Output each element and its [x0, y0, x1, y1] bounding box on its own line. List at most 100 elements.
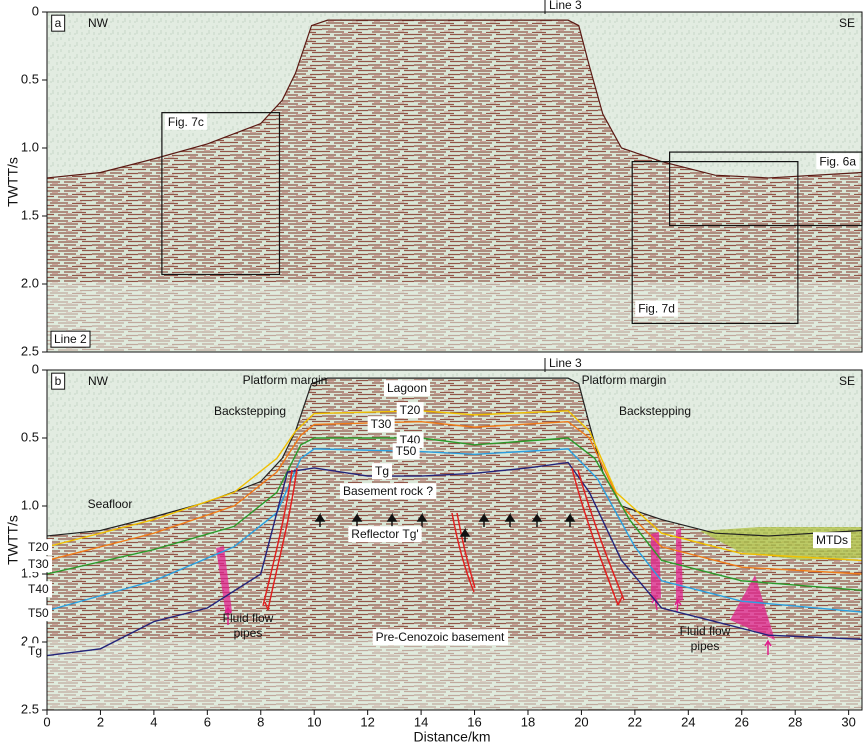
x-tick-label: 22	[628, 714, 642, 729]
y-tick-label: 0	[32, 361, 39, 376]
annotation: b	[55, 374, 62, 388]
label-box	[339, 483, 437, 500]
fluid-pipe	[216, 546, 232, 616]
annotation: Platform margin	[243, 373, 328, 387]
fault	[451, 512, 475, 593]
horizon-line	[47, 461, 862, 657]
y-tick-label: 1.0	[21, 497, 39, 512]
plot-area	[47, 19, 862, 352]
seafloor-label: Seafloor	[88, 497, 133, 511]
annotation: SE	[839, 16, 855, 30]
horizon-label: T20	[28, 540, 49, 554]
fault	[262, 469, 293, 607]
annotation: Backstepping	[619, 404, 691, 418]
y-axis-label: TWTT/s	[5, 515, 21, 565]
horizon-line	[47, 448, 862, 613]
horizon-label: T40	[28, 582, 49, 596]
figure-box	[631, 161, 799, 325]
reflector-arrow	[386, 512, 398, 527]
x-tick-label: 10	[307, 714, 321, 729]
annotation: Fluid flow	[223, 611, 274, 625]
horizon-line	[47, 410, 862, 562]
label-box	[367, 416, 395, 433]
fault	[577, 469, 625, 601]
x-tick-label: 0	[43, 714, 50, 729]
box-label: Fig. 7c	[168, 115, 204, 129]
y-tick-label: 0.5	[21, 429, 39, 444]
x-tick-label: 16	[467, 714, 481, 729]
annotation: Basement rock ?	[343, 484, 433, 498]
label-box	[25, 581, 53, 598]
y-tick-label: 2.5	[21, 343, 39, 358]
horizon-label: T20	[400, 403, 421, 417]
box-label: Fig. 6a	[819, 154, 856, 168]
seismic-fill	[47, 20, 862, 352]
figure-box	[161, 112, 281, 276]
annotation: pipes	[234, 626, 263, 640]
annotation: Line 3	[549, 0, 582, 12]
x-tick-label: 20	[574, 714, 588, 729]
x-tick-label: 14	[414, 714, 428, 729]
label-box	[635, 300, 678, 317]
label-box	[392, 443, 420, 460]
reflector-arrow	[564, 512, 576, 527]
y-tick-label: 2.5	[21, 701, 39, 716]
annotation: MTDs	[816, 533, 848, 547]
label-box	[372, 629, 509, 646]
horizon-label: Tg	[375, 464, 389, 478]
fault	[571, 467, 623, 606]
annotation: SE	[839, 374, 855, 388]
label-box	[164, 113, 207, 130]
horizon-label: T30	[371, 417, 392, 431]
plot-area	[47, 377, 862, 710]
annotation: Platform margin	[582, 373, 667, 387]
label-box	[25, 539, 53, 556]
panel: 0 0.5 1.0 1.5 2.0 2.5 TWTT/s Fig. 7c Fig. 6a Fig.…	[5, 0, 863, 358]
fault	[264, 467, 298, 611]
y-axis-label: TWTT/s	[5, 157, 21, 207]
annotation: Lagoon	[387, 381, 427, 395]
box-label: Fig. 7d	[638, 302, 675, 316]
x-tick-label: 6	[204, 714, 211, 729]
x-tick-label: 2	[97, 714, 104, 729]
reflector-arrow	[314, 512, 326, 527]
y-tick-label: 1.5	[21, 207, 39, 222]
basement-haze	[47, 282, 862, 352]
seafloor-line	[47, 19, 862, 179]
x-axis-label: Distance/km	[413, 729, 490, 745]
label-box	[396, 402, 424, 419]
horizon-label: Tg	[28, 644, 42, 658]
x-tick-label: 30	[841, 714, 855, 729]
annotation: Backstepping	[214, 404, 286, 418]
x-tick-label: 28	[788, 714, 802, 729]
seismic-fill	[47, 378, 862, 710]
reflector-arrow	[531, 512, 543, 527]
x-tick-label: 26	[735, 714, 749, 729]
label-box	[50, 330, 91, 348]
pipe-arrow	[764, 639, 772, 655]
annotation: a	[55, 16, 62, 30]
label-box	[25, 605, 53, 622]
annotation: Fluid flow	[680, 624, 731, 638]
x-tick-label: 24	[681, 714, 695, 729]
basement-haze	[47, 640, 862, 710]
annotation: Line 2	[54, 332, 87, 346]
annotation: Pre-Cenozoic basement	[376, 630, 505, 644]
x-tick-label: 8	[257, 714, 264, 729]
annotation: Reflector Tg'	[351, 527, 418, 541]
figure-box	[669, 151, 863, 227]
label-box	[51, 372, 66, 390]
horizon-label: T30	[28, 557, 49, 571]
label-box	[816, 153, 860, 170]
reflector-arrow	[478, 512, 490, 527]
y-tick-label: 0	[32, 3, 39, 18]
y-tick-label: 2.0	[21, 275, 39, 290]
label-box	[25, 643, 46, 660]
reflector-arrow	[416, 512, 428, 527]
horizon-label: T50	[28, 606, 49, 620]
reflector-arrow	[459, 527, 471, 542]
horizon-line	[47, 420, 862, 575]
x-tick-label: 12	[360, 714, 374, 729]
y-tick-label: 0.5	[21, 71, 39, 86]
